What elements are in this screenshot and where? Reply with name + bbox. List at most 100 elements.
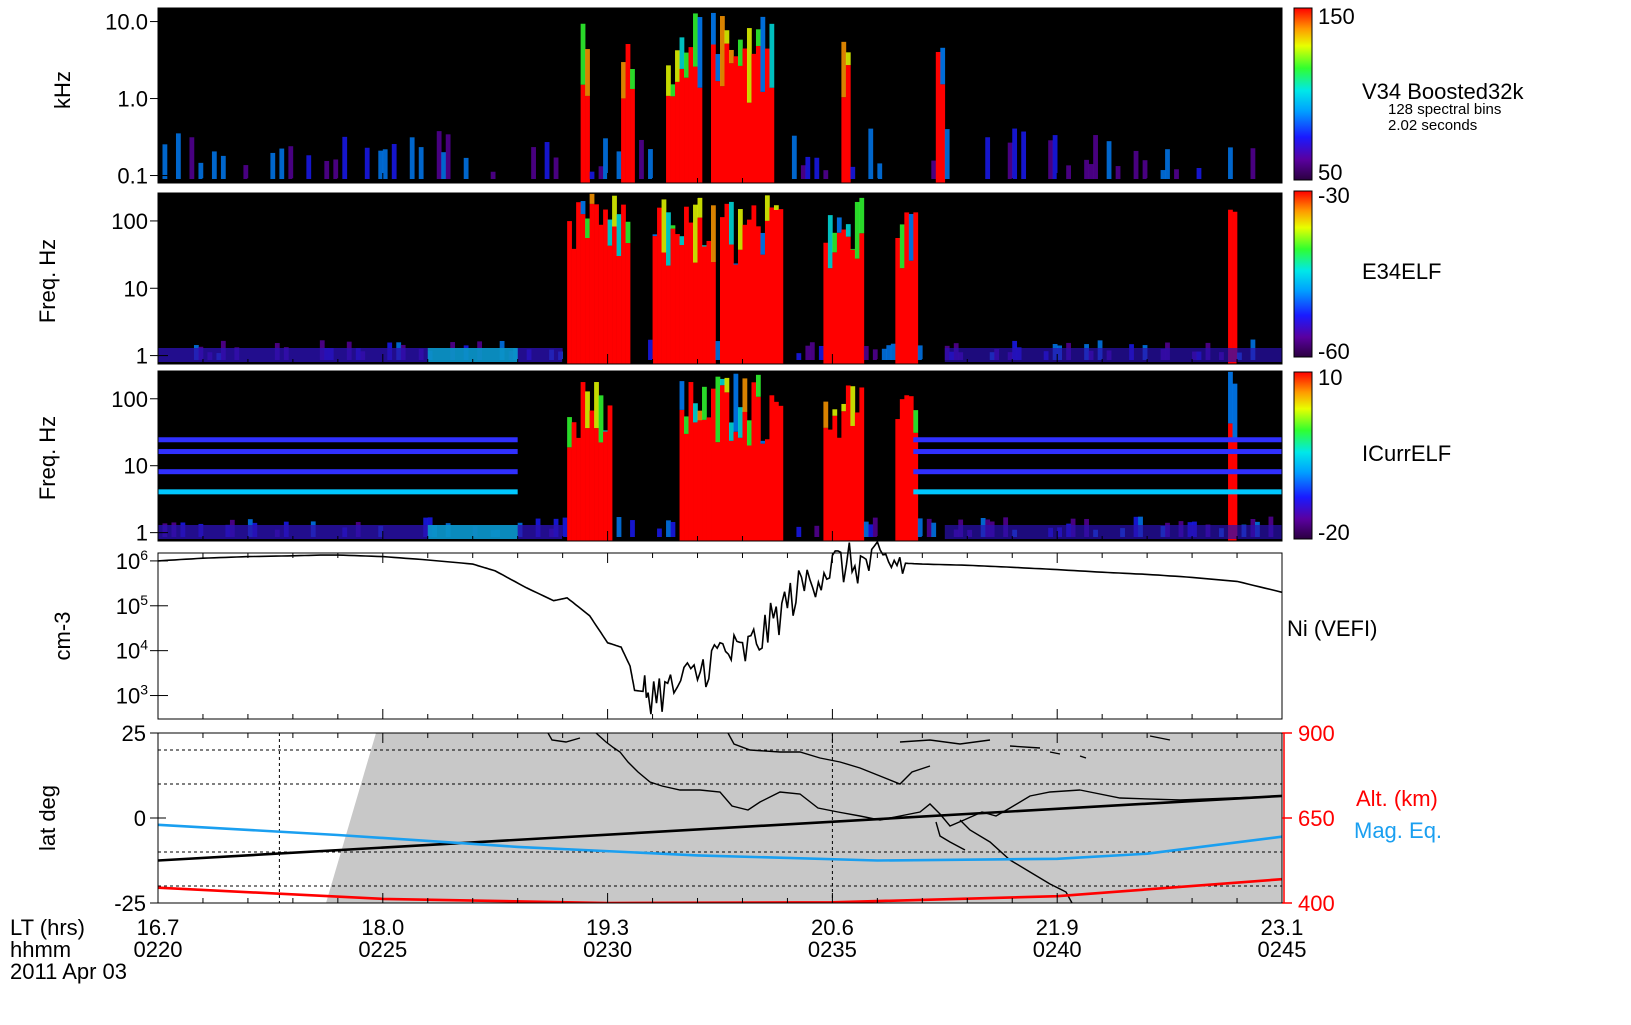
spectrogram-cell xyxy=(648,149,653,179)
spectrogram-cell xyxy=(737,407,743,438)
spectrogram-cell xyxy=(877,163,883,179)
spectrogram-cell xyxy=(850,249,856,364)
spectrogram-cell xyxy=(913,212,919,364)
spectrogram-cell xyxy=(778,209,784,364)
spectrogram-cell xyxy=(728,49,734,64)
spectrogram-cell xyxy=(576,202,581,364)
spectrogram-cell xyxy=(737,209,743,250)
spectrogram-cell xyxy=(724,392,730,541)
spectrogram-cell xyxy=(616,517,622,537)
spectrogram-cell xyxy=(827,268,833,364)
spectrogram-cell xyxy=(580,201,586,215)
y-tick-label: 25 xyxy=(122,721,146,746)
spectrogram-cell xyxy=(908,260,914,364)
line-frequency xyxy=(158,489,518,495)
spectrogram-cell xyxy=(576,437,581,541)
spectrogram-cell xyxy=(1048,140,1054,179)
icurrelf-spectrogram xyxy=(158,371,1282,541)
alt-tick-label: 400 xyxy=(1298,891,1335,916)
spectrogram-cell xyxy=(693,262,698,364)
spectrogram-cell xyxy=(746,219,752,364)
spectrogram-cell xyxy=(769,395,775,541)
spectrogram-cell xyxy=(755,374,761,397)
spectrogram-cell xyxy=(832,252,838,364)
spectrogram-cell xyxy=(679,409,685,541)
spectrogram-cell xyxy=(666,520,671,537)
spectrogram-cell xyxy=(720,16,725,87)
ni-title: Ni (VEFI) xyxy=(1287,616,1377,641)
spectrogram-cell xyxy=(220,155,226,179)
spectrogram-cell xyxy=(760,91,766,183)
spectrogram-cell xyxy=(737,65,743,183)
spectrogram-cell xyxy=(760,16,766,92)
spectrogram-cell xyxy=(693,403,698,423)
spectrogram-cell xyxy=(711,44,716,183)
orbit-ylabel: lat deg xyxy=(35,785,60,851)
caribbean-islands xyxy=(899,735,1171,759)
panel-e34elf: 100 10 1 Freq. Hz -30 -60 E34ELF xyxy=(35,183,1442,369)
spectrogram-cell xyxy=(773,205,779,210)
spectrogram-cell xyxy=(603,430,608,432)
line-frequency xyxy=(158,449,518,455)
alt-tick-label: 900 xyxy=(1298,721,1335,746)
spectrogram-cell xyxy=(657,528,662,537)
spectrogram-cell xyxy=(553,157,559,179)
spectrogram-cell xyxy=(391,144,397,179)
spectrogram-cell xyxy=(436,131,442,179)
spectrogram-cell xyxy=(706,240,712,364)
spectrogram-cell xyxy=(733,263,739,265)
spectrogram-cell xyxy=(1021,131,1027,179)
spectrogram-cell xyxy=(742,224,748,364)
y-tick-label: -25 xyxy=(114,891,146,916)
spectrogram-cell xyxy=(544,142,550,179)
spectrogram-cell xyxy=(684,433,689,541)
spectrogram-cell xyxy=(598,224,604,364)
spectrogram-cell xyxy=(589,193,595,204)
spectrogram-cell xyxy=(1160,170,1166,179)
spectrogram-cell xyxy=(490,171,496,179)
spectrogram-cell xyxy=(760,254,766,364)
spectrogram-cell xyxy=(571,248,577,364)
spectrogram-cell xyxy=(841,229,847,364)
spectrogram-cell xyxy=(931,522,937,537)
spectrogram-cell xyxy=(823,170,829,179)
spectrogram-cell xyxy=(913,432,919,541)
spectrogram-cell xyxy=(715,54,721,82)
spectrogram-cell xyxy=(562,517,568,537)
spectrogram-cell xyxy=(1106,141,1112,179)
spectrogram-cell xyxy=(670,228,676,364)
spectrogram-cell xyxy=(845,236,851,364)
spectrogram-cell xyxy=(585,218,590,239)
spectrogram-cell xyxy=(1115,166,1121,179)
spectrogram-cell xyxy=(679,37,685,69)
spectrogram-cell xyxy=(863,346,869,360)
spectrogram-cell xyxy=(1088,164,1094,179)
panel-v34: 10.0 1.0 0.1 kHz 150 50 V34 Boosted32k 128… xyxy=(50,4,1524,189)
spectrogram-cell xyxy=(288,146,294,179)
spectrogram-cell xyxy=(625,243,631,364)
spectrogram-cell xyxy=(746,420,752,446)
spectrogram-cell xyxy=(908,396,914,541)
spectrogram-cell xyxy=(567,417,572,448)
spectrogram-cell xyxy=(845,52,851,66)
spectrogram-cell xyxy=(809,342,815,360)
spectrogram-cell xyxy=(1228,371,1233,424)
spectrogram-cell xyxy=(531,147,536,179)
spectrogram-cell xyxy=(630,88,635,183)
hhmm-tick-label: 0220 xyxy=(134,937,183,962)
spectrogram-cell xyxy=(728,440,734,541)
y-tick-label: 0 xyxy=(134,806,146,831)
spectrogram-cell xyxy=(814,525,820,537)
spectrogram-cell xyxy=(805,345,811,360)
mag-eq-legend: Mag. Eq. xyxy=(1354,818,1442,843)
icurrelf-colorbar xyxy=(1293,371,1313,540)
spectrogram-cell xyxy=(706,417,712,541)
low-freq-band xyxy=(427,525,518,539)
spectrogram-cell xyxy=(940,47,946,85)
spectrogram-cell xyxy=(868,524,874,537)
spectrogram-cell xyxy=(162,144,168,179)
spectrogram-cell xyxy=(1052,135,1058,179)
spectrogram-cell xyxy=(773,209,779,364)
icurrelf-colorbar-max: 10 xyxy=(1318,365,1342,390)
